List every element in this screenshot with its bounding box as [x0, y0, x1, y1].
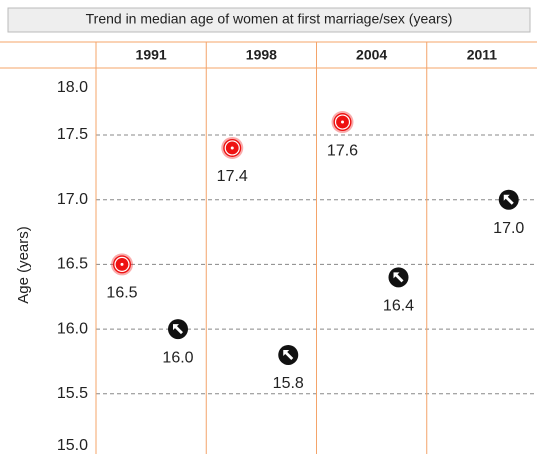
- data-point: [388, 267, 409, 288]
- data-point: [221, 136, 244, 159]
- data-label: 17.6: [327, 142, 358, 159]
- y-tick-label: 17.5: [57, 126, 88, 143]
- y-tick-label: 16.0: [57, 320, 88, 337]
- data-label: 15.8: [273, 375, 304, 392]
- marker-ring: [114, 256, 130, 272]
- marker-dot: [230, 146, 234, 150]
- marker-arrow: [283, 349, 294, 360]
- title-bar: [7, 7, 531, 33]
- data-label: 17.0: [493, 220, 524, 237]
- x-tick-label: 2004: [356, 47, 387, 63]
- marker-dot: [341, 120, 344, 124]
- data-label: 17.4: [217, 168, 248, 185]
- marker-arrow: [393, 272, 404, 283]
- y-tick-label: 16.5: [57, 256, 88, 273]
- marker-dot: [120, 262, 124, 266]
- data-label: 16.5: [106, 285, 137, 302]
- y-tick-label: 18.0: [57, 79, 88, 96]
- marker-ring: [334, 114, 351, 130]
- x-tick-label: 1991: [136, 47, 167, 63]
- marker-arrow: [503, 194, 514, 205]
- x-tick-label: 2011: [467, 47, 498, 63]
- marker-ring: [224, 140, 240, 156]
- marker-arrow: [173, 324, 183, 335]
- data-point: [498, 189, 519, 210]
- chart-title: Trend in median age of women at first ma…: [86, 11, 453, 27]
- y-axis-label: Age (years): [15, 226, 32, 304]
- data-label: 16.0: [162, 349, 193, 366]
- data-label: 16.4: [383, 298, 414, 315]
- data-point: [278, 344, 299, 365]
- data-point: [168, 319, 188, 340]
- data-point: [111, 253, 133, 276]
- y-tick-label: 15.0: [57, 437, 88, 454]
- y-tick-label: 15.5: [57, 385, 88, 402]
- y-tick-label: 17.0: [57, 191, 88, 208]
- data-point: [331, 111, 354, 134]
- x-tick-label: 1998: [246, 47, 277, 63]
